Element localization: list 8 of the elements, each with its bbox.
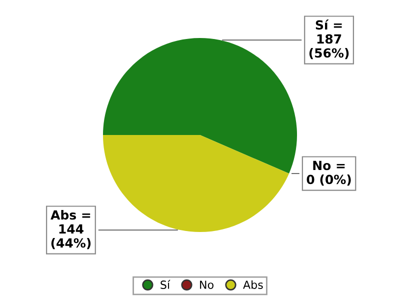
data-label: Abs = 144 (44%) <box>50 210 91 250</box>
data-label: Sí = 187 (56%) <box>309 19 349 60</box>
pie-slice <box>102 38 298 174</box>
legend-label: Sí <box>160 280 170 289</box>
legend-label: Abs <box>243 280 263 289</box>
legend-label: No <box>200 280 214 289</box>
text: No = 0 (0%) <box>306 160 351 186</box>
pie-slice <box>102 135 290 232</box>
